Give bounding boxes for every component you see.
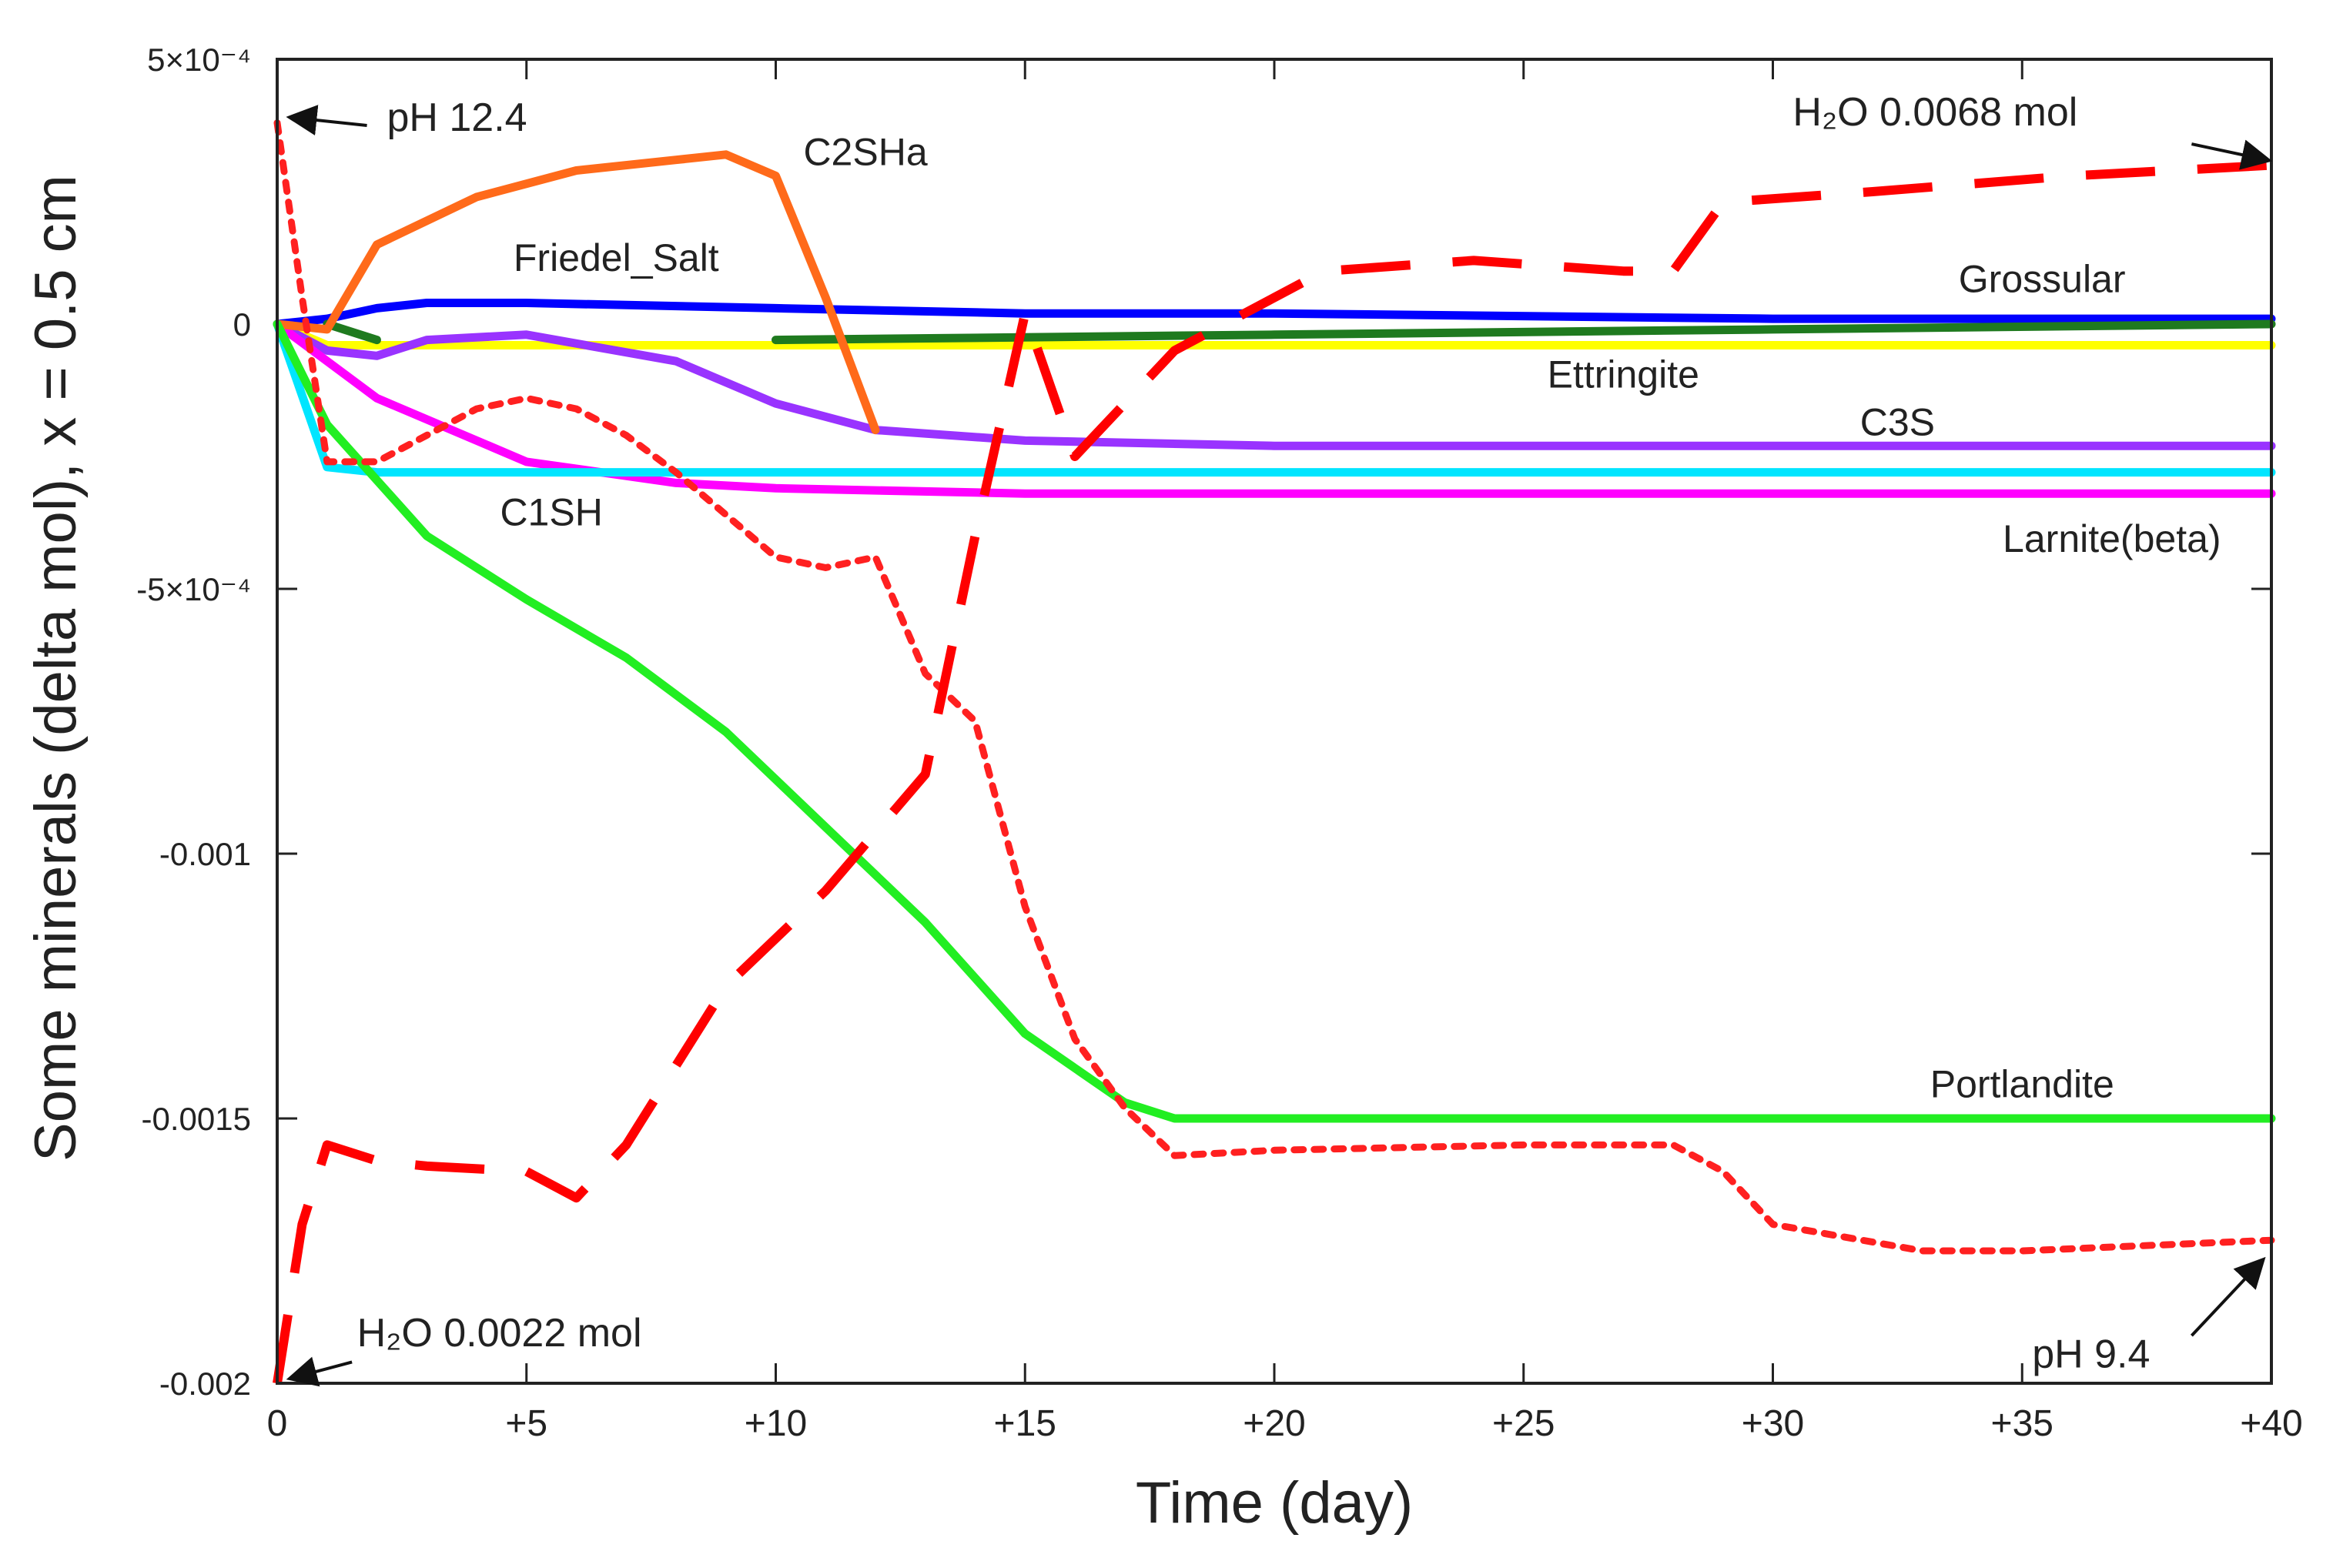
series-line-larnite-beta <box>273 319 2276 498</box>
series-line-c1sh <box>273 319 2276 477</box>
y-tick-label: -5×10⁻⁴ <box>136 571 251 607</box>
x-tick-label: +5 <box>505 1403 547 1444</box>
series-line-h2o <box>273 160 2272 1384</box>
x-tick-label: +35 <box>1991 1403 2054 1444</box>
annotation-arrow-ph-end <box>2190 1256 2266 1337</box>
annotation-label-h2o-end: H₂O 0.0068 mol <box>1792 90 2077 135</box>
x-tick-label: +40 <box>2240 1403 2302 1444</box>
series-label-friedel-salt: Friedel_Salt <box>514 236 719 279</box>
plot-background <box>277 59 2271 1383</box>
series-line-portlandite <box>273 319 2276 1123</box>
y-axis-title: Some minerals (delta mol), x = 0.5 cm <box>23 175 89 1162</box>
annotation-arrow-h2o-start <box>286 1356 353 1387</box>
x-tick-label: +25 <box>1492 1403 1555 1444</box>
annotation-arrow-ph-start <box>286 105 367 135</box>
series-line-friedel-salt <box>273 299 2276 329</box>
series-label-c2sha: C2SHa <box>803 131 927 174</box>
annotation-label-ph-start: pH 12.4 <box>387 95 527 140</box>
series-line-ph <box>273 119 2275 1255</box>
annotation-label-h2o-start: H₂O 0.0022 mol <box>357 1311 642 1356</box>
y-tick-label: -0.0015 <box>142 1101 251 1137</box>
y-tick-labels: 5×10⁻⁴ 0 -5×10⁻⁴ -0.001 -0.0015 -0.002 <box>136 42 251 1402</box>
series-line-c3s <box>273 319 2276 450</box>
series-label-larnite-beta: Larnite(beta) <box>2003 517 2221 560</box>
series-line-grossular <box>772 319 2276 345</box>
series-label-c1sh: C1SH <box>500 490 602 533</box>
y-tick-label: -0.001 <box>159 836 251 872</box>
y-tick-label: -0.002 <box>159 1366 251 1402</box>
series-label-grossular: Grossular <box>1959 258 2126 301</box>
x-axis-title: Time (day) <box>1136 1470 1413 1536</box>
series-line-c2sha <box>273 150 880 435</box>
annotation-label-ph-end: pH 9.4 <box>2032 1332 2150 1376</box>
x-tick-label: +10 <box>745 1403 807 1444</box>
series-line-grossular <box>323 319 381 345</box>
x-tick-label: +15 <box>994 1403 1056 1444</box>
series-group <box>273 119 2276 1384</box>
x-tick-label: +30 <box>1742 1403 1804 1444</box>
annotation-arrow-h2o-end <box>2191 139 2273 170</box>
x-tick-label: 0 <box>267 1403 288 1444</box>
series-line-ettringite <box>273 319 2276 349</box>
x-tick-labels: 0 +5 +10 +15 +20 +25 +30 +35 +40 <box>267 1403 2303 1444</box>
y-tick-label: 0 <box>233 306 251 343</box>
plot-frame <box>276 58 2273 1385</box>
x-tick-label: +20 <box>1243 1403 1305 1444</box>
y-tick-label: 5×10⁻⁴ <box>147 42 251 78</box>
series-label-c3s: C3S <box>1860 400 1935 443</box>
series-label-portlandite: Portlandite <box>1930 1062 2114 1105</box>
labels-group: Ettringite Friedel_Salt Grossular C3S Larnit… <box>286 90 2273 1387</box>
series-label-ettringite: Ettringite <box>1548 353 1699 396</box>
